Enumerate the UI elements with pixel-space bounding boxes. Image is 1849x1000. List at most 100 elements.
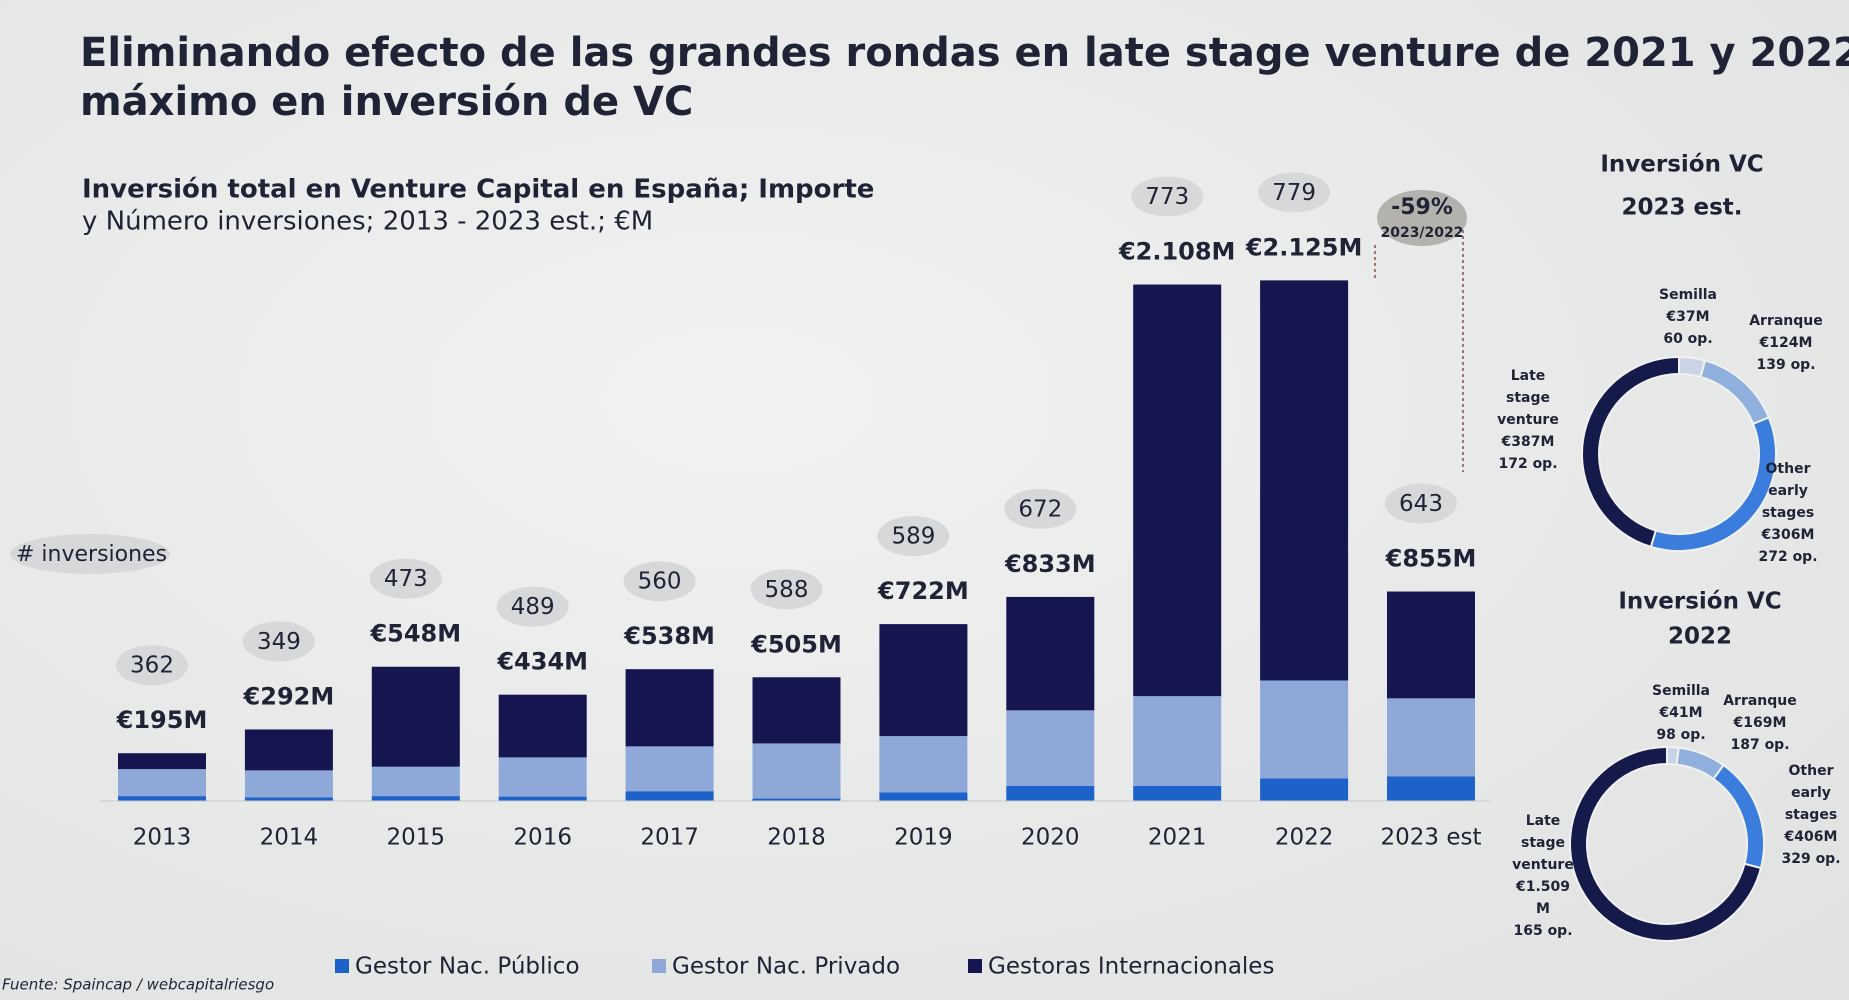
donut-label-value: €387M [1501,434,1555,450]
bar-segment [625,791,714,801]
x-tick-label: 2013 [133,825,192,851]
bar-segment [752,743,841,799]
bar-segment [1387,698,1475,777]
bar-segment [244,770,333,798]
bar-segment [118,753,206,770]
bar-segment [371,666,460,767]
count-label: 773 [1145,184,1189,210]
bar-segment [371,766,460,797]
donut-label-count: 60 op. [1663,331,1713,347]
donut-segment [1712,763,1765,870]
count-label: 643 [1399,491,1443,517]
donut-label-value: €37M [1666,309,1710,325]
total-label: €833M [1004,550,1096,578]
bar-segment [1006,785,1095,801]
donut-label-name: Late stage venture [1497,368,1559,428]
pie-title: 2023 est. [1621,195,1742,221]
bar-segment [1260,680,1349,779]
total-label: €434M [496,648,588,676]
count-label: 349 [257,629,301,655]
count-bubble [1385,483,1457,524]
legend-label: Gestor Nac. Privado [672,954,900,980]
donut-label-name: Other early stages [1761,461,1815,521]
legend-swatch [335,959,349,973]
bar-segment [1006,596,1095,711]
x-tick-label: 2018 [767,825,826,851]
count-bubble [750,569,823,610]
chart-subtitle: y Número inversiones; 2013 - 2023 est.; … [82,207,653,237]
donut-label-value: €406M [1784,829,1838,845]
bar-segment [752,677,841,744]
donut-label-name: Arranque [1723,693,1797,709]
total-label: €292M [243,682,335,710]
donut-label-value: €1.509 M [1515,879,1571,917]
total-label: €195M [116,706,208,734]
bar-segment [625,746,714,792]
total-label: €855M [1385,545,1477,573]
count-bubble [877,516,950,557]
legend-swatch [652,959,666,973]
chart-subtitle: Inversión total en Venture Capital en Es… [82,175,874,205]
count-label: 588 [765,577,809,603]
annotation-note: 2023/2022 [1380,225,1463,241]
x-tick-label: 2022 [1275,825,1334,851]
bar-segment [118,769,206,797]
donut-segment [1581,355,1680,549]
x-tick-label: 2014 [260,825,319,851]
count-label: 362 [130,653,174,679]
count-bubble [623,561,696,602]
donut-label-value: €306M [1761,527,1815,543]
legend-label: Gestoras Internacionales [988,954,1274,980]
count-label: 473 [384,566,428,592]
x-tick-label: 2020 [1021,825,1080,851]
x-tick-label: 2015 [387,825,446,851]
x-tick-label: 2023 est [1381,825,1482,851]
bar-segment [752,798,841,801]
bar-segment [118,796,206,801]
label-bubble [10,534,170,574]
slide-title: máximo en inversión de VC [80,79,693,125]
x-tick-label: 2021 [1148,825,1207,851]
legend-swatch [968,959,982,973]
bar-segment [879,736,968,793]
bar-segment [244,729,333,771]
count-label: 779 [1272,180,1316,206]
donut-label-name: Arranque [1749,313,1823,329]
bar-segment [1133,696,1222,786]
source: Fuente: Spaincap / webcapitalriesgo [2,976,274,994]
donut-label-name: Late stage venture [1512,813,1574,873]
counts-label: # inversiones [16,542,167,567]
pie-title: 2022 [1668,624,1732,650]
bar-segment [1387,776,1475,801]
donut-label-name: Semilla [1658,287,1717,303]
x-tick-label: 2019 [894,825,953,851]
bar-segment [1387,591,1475,699]
bar-segment [879,624,968,737]
count-label: 589 [891,524,935,550]
total-label: €505M [750,630,842,658]
count-label: 560 [638,569,682,595]
slide-title: Eliminando efecto de las grandes rondas … [80,30,1849,76]
donut-label-value: €124M [1759,335,1813,351]
legend-label: Gestor Nac. Público [355,954,580,980]
bar-segment [244,797,333,801]
pie-title: Inversión VC [1618,589,1781,615]
bar-segment [1133,284,1222,697]
bar-segment [879,792,968,801]
count-bubble [369,558,442,599]
donut-label-count: 272 op. [1758,549,1818,565]
bar-segment [498,757,587,797]
bar-segment [1260,778,1349,801]
bar-segment [1006,710,1095,786]
donut-label-count: 139 op. [1756,357,1816,373]
count-bubble [1258,172,1331,213]
donut-label-name: Other early stages [1784,763,1838,823]
bar-segment [371,796,460,801]
count-bubble [116,645,188,686]
total-label: €538M [623,622,715,650]
donut-label-value: €169M [1733,715,1787,731]
count-bubble [242,621,315,662]
donut-label-count: 165 op. [1513,923,1573,939]
